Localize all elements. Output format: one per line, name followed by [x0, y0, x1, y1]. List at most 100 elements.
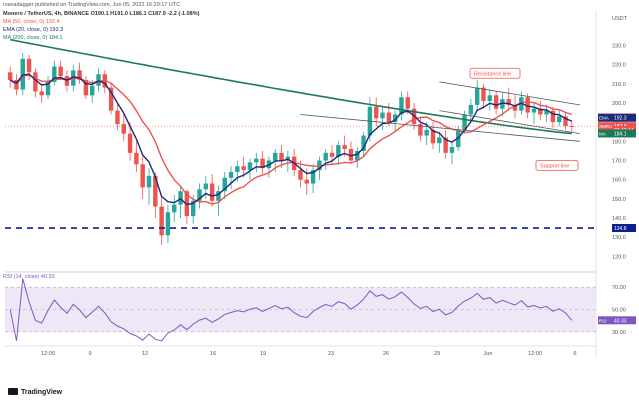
rsi-tag-value: 40.33: [614, 318, 627, 324]
price-tick-label: 120.0: [612, 254, 626, 260]
price-tick-label: 130.0: [612, 235, 626, 241]
ma50-line: [9, 74, 573, 205]
candle-body: [209, 183, 215, 201]
price-tag-badge: [598, 129, 612, 138]
price-tag-box: [612, 113, 636, 122]
candle-body: [405, 97, 410, 109]
ema20-line: [9, 73, 573, 206]
candle-body: [45, 81, 51, 96]
candle-body: [247, 162, 253, 171]
candle-body: [279, 152, 284, 161]
candle-body: [544, 110, 549, 115]
candle-body: [525, 97, 530, 113]
price-tick-label: 150.0: [612, 197, 626, 203]
candle-body: [310, 170, 316, 184]
price-tick-label: 160.0: [612, 178, 626, 184]
candle-body: [216, 191, 221, 201]
price-tag-badge: [598, 122, 612, 131]
candle-body: [329, 152, 335, 157]
rsi-tag-box: [612, 316, 636, 325]
candle-body: [96, 74, 101, 86]
time-tick-label: 23: [328, 351, 334, 357]
currency-label: USDT: [612, 16, 628, 22]
candle-body: [197, 189, 202, 201]
time-tick-label: 6: [573, 351, 576, 357]
candle-body: [323, 152, 328, 161]
price-tick-label: 200.0: [612, 101, 626, 107]
rsi-tick-label: 70.00: [612, 285, 626, 291]
candle-body: [235, 166, 240, 173]
candle-body: [89, 85, 95, 96]
time-tick-label: 12:00: [41, 351, 55, 357]
brand-label: TradingView: [21, 389, 63, 396]
candle-body: [304, 179, 309, 184]
candle-body: [361, 135, 366, 151]
resistance-label: Resistance line: [474, 71, 511, 77]
time-tick-label: 12:00: [528, 351, 542, 357]
ma50-legend: MA (50, close, 0) 192.4: [3, 19, 60, 25]
price-tag-box: [612, 224, 636, 233]
candle-body: [538, 108, 543, 115]
candle-body: [443, 137, 448, 153]
candle-body: [172, 204, 177, 213]
candle-body: [203, 183, 209, 190]
candle-body: [348, 149, 354, 161]
candle-body: [418, 124, 423, 136]
candle-body: [462, 114, 467, 130]
candle-body: [430, 129, 436, 144]
rsi-line: [9, 278, 573, 342]
candle-body: [380, 112, 385, 119]
candle-body: [241, 166, 246, 171]
candle-body: [71, 70, 76, 86]
candle-body: [127, 133, 133, 153]
time-tick-label: 12: [142, 351, 148, 357]
time-tick-label: 29: [434, 351, 440, 357]
candle-body: [58, 66, 63, 77]
candle-body: [115, 110, 120, 125]
candle-body: [531, 108, 537, 113]
candle-body: [20, 58, 25, 90]
candle-body: [260, 158, 265, 169]
price-tick-label: 170.0: [612, 159, 626, 165]
candle-body: [336, 145, 341, 157]
resistance-line: [439, 81, 580, 106]
time-tick-label: 9: [88, 351, 91, 357]
candle-body: [317, 160, 322, 171]
candle-body: [355, 150, 360, 161]
candle-body: [298, 170, 303, 180]
candle-body: [228, 172, 234, 178]
candle-body: [134, 152, 139, 165]
candle-body: [342, 145, 347, 149]
price-tick-label: 140.0: [612, 216, 626, 222]
price-tag-value: 184.1: [614, 131, 627, 137]
candle-body: [474, 87, 480, 105]
candle-body: [449, 147, 455, 153]
price-tag-value: 134.8: [614, 226, 627, 232]
price-tag-badge: [598, 113, 612, 122]
symbol-legend: Monero / TetherUS, 4h, BINANCE O190.1 H1…: [3, 11, 200, 17]
candle-body: [373, 106, 379, 119]
candle-body: [550, 110, 556, 123]
tradingview-brand: TradingView: [8, 388, 62, 396]
price-tick-label: 220.0: [612, 63, 626, 69]
candle-body: [52, 66, 57, 82]
candle-body: [273, 152, 278, 161]
candle-body: [140, 164, 145, 188]
candle-body: [437, 137, 442, 144]
candle-body: [222, 177, 227, 192]
candle-body: [7, 72, 13, 80]
candle-body: [399, 97, 404, 115]
support-label-box: [535, 159, 579, 171]
price-tag-name: EMA: [599, 116, 609, 121]
tradingview-logo-icon: [8, 388, 18, 395]
candle-body: [481, 87, 486, 102]
ma200-legend: MA (200, close, 0) 184.1: [3, 35, 63, 41]
candle-body: [468, 104, 474, 115]
candle-body: [254, 158, 259, 163]
price-pane: [5, 12, 596, 266]
candle-body: [424, 129, 429, 136]
candle-body: [506, 99, 511, 105]
candle-body: [77, 70, 82, 80]
candle-body: [146, 175, 152, 188]
